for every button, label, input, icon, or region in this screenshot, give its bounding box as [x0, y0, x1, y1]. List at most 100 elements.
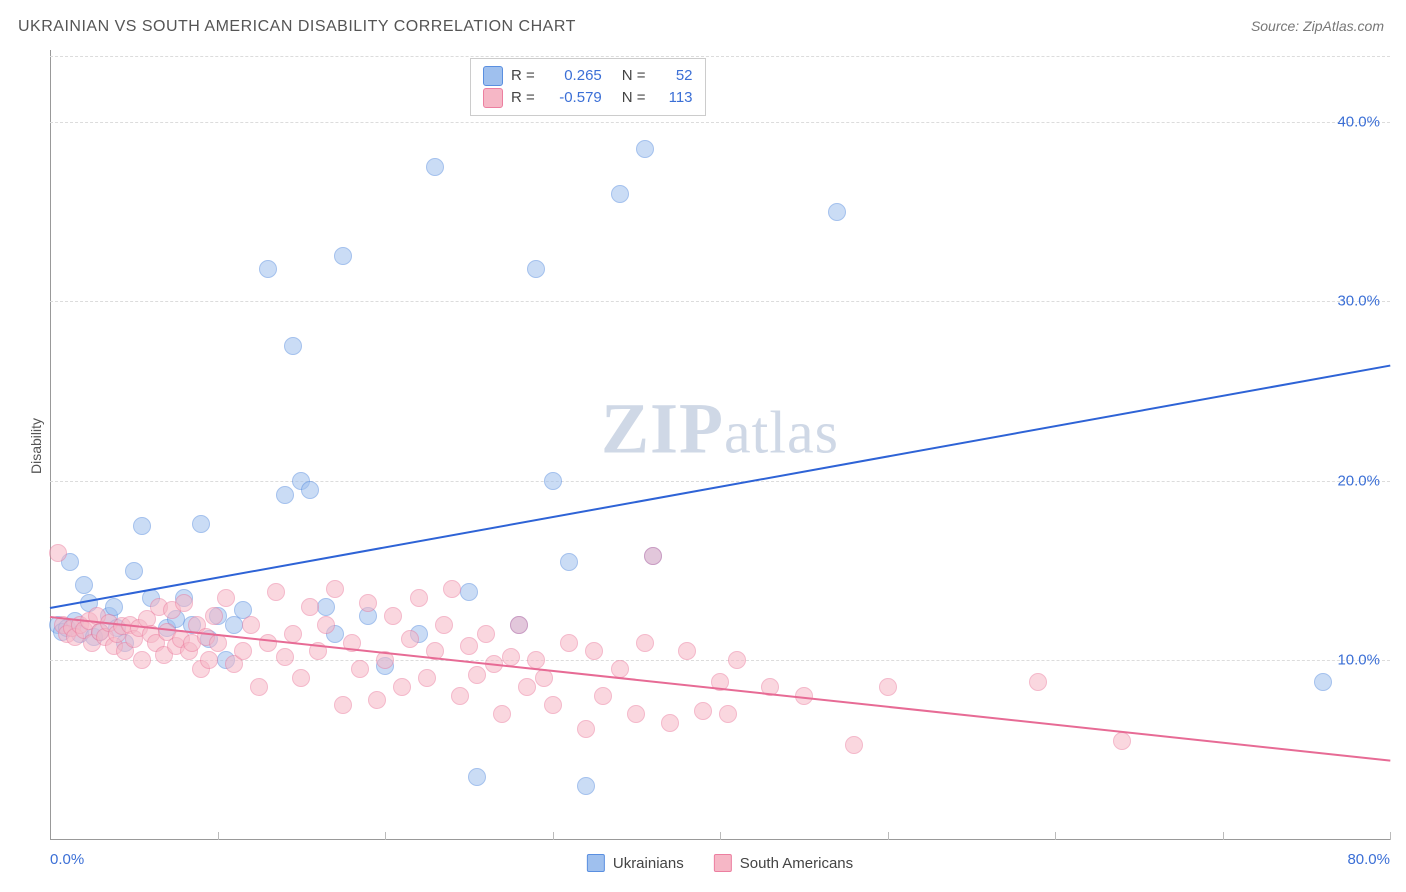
scatter-point-south_americans: [1113, 732, 1131, 750]
scatter-point-ukrainians: [468, 768, 486, 786]
scatter-point-south_americans: [443, 580, 461, 598]
scatter-point-south_americans: [451, 687, 469, 705]
scatter-point-south_americans: [577, 720, 595, 738]
watermark: ZIPatlas: [601, 388, 839, 471]
plot-area: ZIPatlas UkrainiansSouth Americans R =0.…: [50, 50, 1390, 840]
scatter-point-south_americans: [535, 669, 553, 687]
scatter-point-ukrainians: [577, 777, 595, 795]
x-tick: [218, 832, 219, 840]
scatter-point-south_americans: [1029, 673, 1047, 691]
scatter-point-ukrainians: [125, 562, 143, 580]
scatter-point-south_americans: [510, 616, 528, 634]
gridline: [50, 56, 1390, 57]
scatter-point-south_americans: [502, 648, 520, 666]
scatter-point-south_americans: [594, 687, 612, 705]
scatter-point-south_americans: [518, 678, 536, 696]
scatter-point-ukrainians: [544, 472, 562, 490]
scatter-point-south_americans: [460, 637, 478, 655]
scatter-point-south_americans: [259, 634, 277, 652]
scatter-point-south_americans: [418, 669, 436, 687]
x-tick: [1055, 832, 1056, 840]
source-attribution: Source: ZipAtlas.com: [1251, 18, 1384, 34]
scatter-point-south_americans: [477, 625, 495, 643]
x-tick: [888, 832, 889, 840]
scatter-point-ukrainians: [259, 260, 277, 278]
trend-line-ukrainians: [50, 364, 1390, 608]
scatter-point-ukrainians: [1314, 673, 1332, 691]
x-tick: [1223, 832, 1224, 840]
scatter-point-south_americans: [879, 678, 897, 696]
scatter-point-south_americans: [728, 651, 746, 669]
scatter-point-south_americans: [694, 702, 712, 720]
chart-title: UKRAINIAN VS SOUTH AMERICAN DISABILITY C…: [18, 18, 576, 36]
x-tick: [720, 832, 721, 840]
legend-n-label: N =: [622, 87, 646, 109]
scatter-point-south_americans: [401, 630, 419, 648]
chart-container: UKRAINIAN VS SOUTH AMERICAN DISABILITY C…: [0, 0, 1406, 892]
legend-swatch: [714, 854, 732, 872]
legend-swatch: [483, 88, 503, 108]
scatter-point-ukrainians: [460, 583, 478, 601]
series-legend: Ukrainians South Americans: [587, 854, 853, 872]
scatter-point-ukrainians: [636, 140, 654, 158]
scatter-point-south_americans: [242, 616, 260, 634]
legend-swatch: [483, 66, 503, 86]
scatter-point-south_americans: [678, 642, 696, 660]
series-legend-item: Ukrainians: [587, 854, 684, 872]
x-tick: [1390, 832, 1391, 840]
scatter-point-south_americans: [435, 616, 453, 634]
scatter-point-south_americans: [175, 594, 193, 612]
scatter-point-south_americans: [133, 651, 151, 669]
scatter-point-south_americans: [636, 634, 654, 652]
watermark-main: ZIP: [601, 389, 724, 469]
scatter-point-south_americans: [334, 696, 352, 714]
scatter-point-south_americans: [719, 705, 737, 723]
scatter-point-south_americans: [301, 598, 319, 616]
legend-row: R =0.265N =52: [483, 65, 693, 87]
scatter-point-south_americans: [200, 651, 218, 669]
scatter-point-ukrainians: [426, 158, 444, 176]
scatter-point-ukrainians: [276, 486, 294, 504]
legend-r-value: -0.579: [547, 87, 602, 109]
series-legend-label: South Americans: [740, 855, 853, 872]
scatter-point-south_americans: [493, 705, 511, 723]
scatter-point-ukrainians: [317, 598, 335, 616]
scatter-point-south_americans: [468, 666, 486, 684]
scatter-point-south_americans: [250, 678, 268, 696]
gridline: [50, 660, 1390, 661]
y-tick-label: 10.0%: [1337, 652, 1380, 669]
scatter-point-ukrainians: [284, 337, 302, 355]
scatter-point-south_americans: [284, 625, 302, 643]
x-axis-max-label: 80.0%: [1347, 851, 1390, 868]
scatter-point-south_americans: [359, 594, 377, 612]
scatter-point-south_americans: [560, 634, 578, 652]
legend-n-value: 52: [658, 65, 693, 87]
scatter-point-south_americans: [292, 669, 310, 687]
legend-r-label: R =: [511, 65, 535, 87]
gridline: [50, 301, 1390, 302]
legend-swatch: [587, 854, 605, 872]
legend-r-label: R =: [511, 87, 535, 109]
scatter-point-south_americans: [410, 589, 428, 607]
scatter-point-south_americans: [205, 607, 223, 625]
x-tick: [553, 832, 554, 840]
scatter-point-south_americans: [544, 696, 562, 714]
legend-n-label: N =: [622, 65, 646, 87]
gridline: [50, 481, 1390, 482]
scatter-point-south_americans: [234, 642, 252, 660]
scatter-point-ukrainians: [334, 247, 352, 265]
scatter-point-ukrainians: [828, 203, 846, 221]
y-tick-label: 20.0%: [1337, 472, 1380, 489]
y-tick-label: 40.0%: [1337, 113, 1380, 130]
y-tick-label: 30.0%: [1337, 293, 1380, 310]
scatter-point-ukrainians: [611, 185, 629, 203]
scatter-point-south_americans: [368, 691, 386, 709]
x-axis-min-label: 0.0%: [50, 851, 84, 868]
y-axis-label: Disability: [28, 418, 44, 474]
scatter-point-ukrainians: [527, 260, 545, 278]
scatter-point-south_americans: [49, 544, 67, 562]
y-axis: [50, 50, 51, 840]
series-legend-item: South Americans: [714, 854, 853, 872]
scatter-point-south_americans: [661, 714, 679, 732]
scatter-point-south_americans: [585, 642, 603, 660]
